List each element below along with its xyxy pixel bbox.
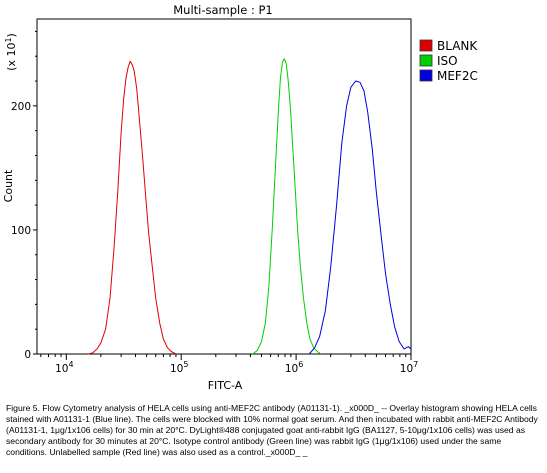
x-axis-label: FITC-A xyxy=(208,379,243,392)
x-tick-label: 104 xyxy=(55,360,73,375)
legend-swatch-blank xyxy=(419,39,433,52)
series-line-iso xyxy=(252,58,322,355)
legend-swatch-mef2c xyxy=(419,69,433,82)
series-layer xyxy=(88,58,412,355)
flow-cytometry-histogram: Multi-sample : P1 (x 101) Count FITC-A 0… xyxy=(2,3,478,392)
legend-label-blank: BLANK xyxy=(437,39,478,53)
x-tick-label: 105 xyxy=(170,360,188,375)
plot-frame xyxy=(36,18,412,355)
x-tick-label: 107 xyxy=(400,360,418,375)
y-tick-label: 0 xyxy=(24,349,31,361)
axis-ticks: 0 100 200 104 106 107 105 xyxy=(11,30,418,375)
y-multiplier-label: (x 101) xyxy=(4,33,18,71)
y-axis-label: Count xyxy=(2,169,15,202)
legend-swatch-iso xyxy=(419,54,433,67)
series-line-mef2c xyxy=(308,80,412,355)
figure-caption: Figure 5. Flow Cytometry analysis of HEL… xyxy=(6,403,542,458)
chart-title: Multi-sample : P1 xyxy=(173,3,273,17)
x-tick-label: 106 xyxy=(285,360,303,375)
legend-label-mef2c: MEF2C xyxy=(437,69,478,83)
caption-text: Figure 5. Flow Cytometry analysis of HEL… xyxy=(6,403,538,457)
y-tick-label: 100 xyxy=(11,225,31,237)
series-line-blank xyxy=(88,60,177,355)
legend-label-iso: ISO xyxy=(437,54,458,68)
y-tick-label: 200 xyxy=(11,101,31,113)
